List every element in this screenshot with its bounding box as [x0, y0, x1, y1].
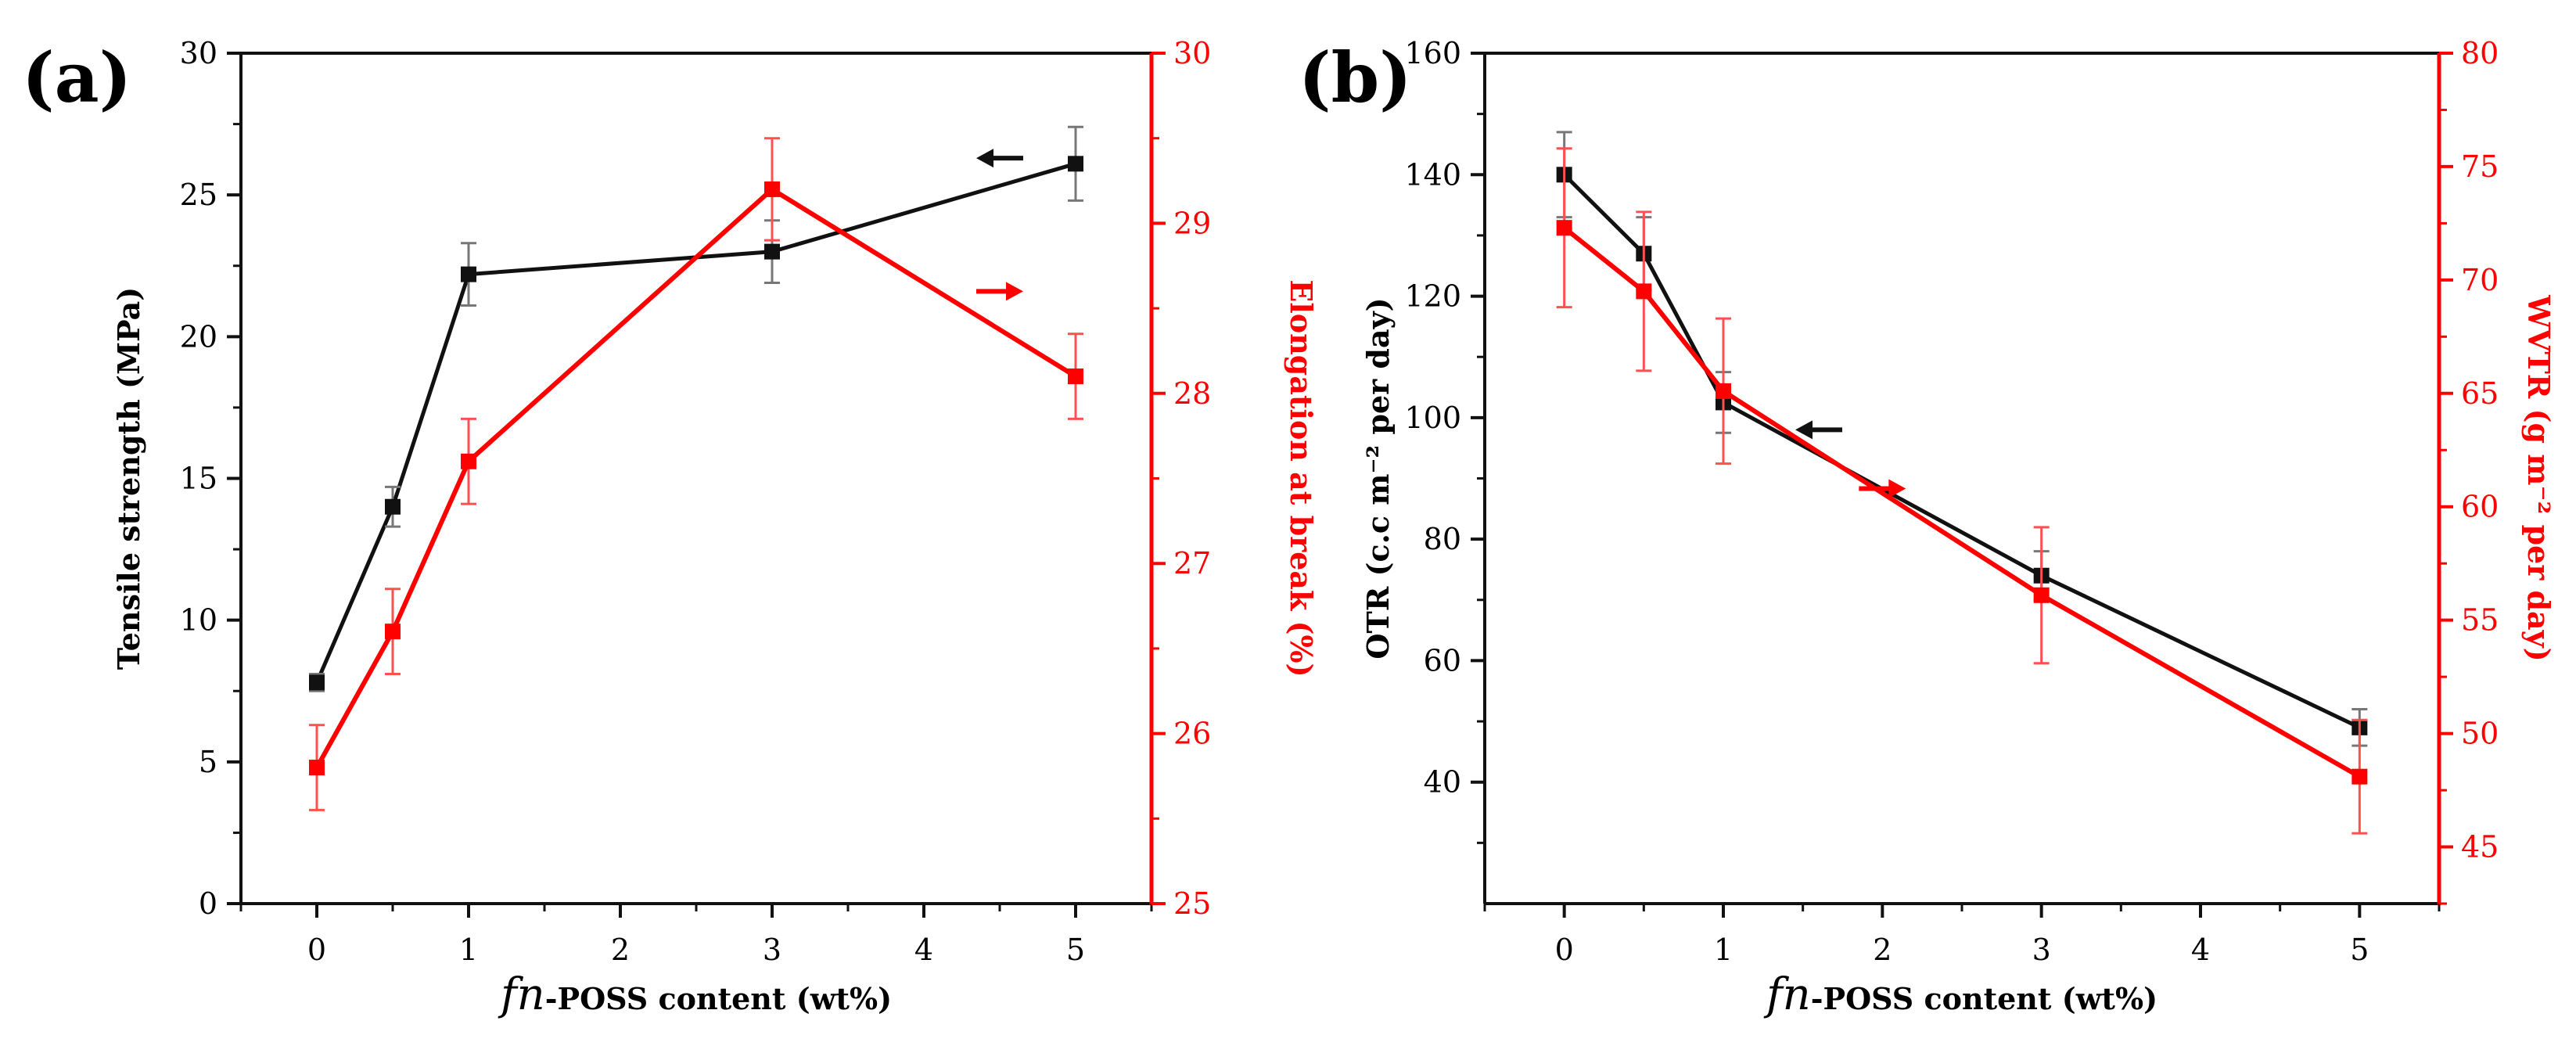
panel-b-y-left-title: OTR (c.c m⁻² per day) — [1360, 297, 1396, 659]
panel-b-yr-tick-label: 70 — [2461, 263, 2499, 297]
panel-b-yl-tick-label: 160 — [1404, 36, 1461, 70]
panel-a-series-tensile-strength-line — [314, 161, 1076, 684]
panel-a-series-tensile-strength-point — [385, 498, 401, 515]
panel-b-arrow-head — [1888, 479, 1906, 498]
panel-a-yl-tick-label: 30 — [180, 36, 217, 70]
panel-b-x-tick-label: 0 — [1555, 933, 1574, 967]
panel-a-x-tick-label: 1 — [459, 933, 478, 967]
panel-a-series-elongation-at-break-point — [309, 760, 325, 776]
panel-a-yl-tick-label: 15 — [180, 462, 217, 496]
panel-b-series-wvtr-line — [1562, 225, 2361, 779]
panel-a-yl-tick-label: 0 — [199, 886, 217, 921]
panel-a-yr-tick-label: 30 — [1173, 36, 1211, 70]
panel-a-label: (a) — [22, 37, 131, 118]
panel-b-yr-tick-label: 50 — [2461, 717, 2499, 751]
panel-a-x-tick-label: 2 — [611, 933, 630, 967]
panel-b-yl-tick-label: 40 — [1424, 765, 1461, 800]
panel-b-yl-tick-label: 80 — [1424, 522, 1461, 556]
panel-a-yl-tick-label: 10 — [180, 603, 217, 638]
panel-b-x-title: fn-POSS content (wt%) — [1763, 969, 2157, 1020]
panel-b-x-title-rest: -POSS content (wt%) — [1811, 981, 2157, 1016]
panel-b-x-tick-label: 5 — [2350, 933, 2369, 967]
panel-b-label: (b) — [1299, 37, 1412, 118]
panel-b-series-wvtr-point — [1556, 220, 1572, 236]
panel-a-yr-tick-label: 25 — [1173, 886, 1211, 921]
panel-a-series-elongation-at-break-point — [461, 453, 476, 469]
panel-a-yr-tick-label: 27 — [1173, 546, 1211, 581]
panel-b-x-title-italic: fn — [1763, 969, 1811, 1020]
panel-b-series-otr-line — [1562, 173, 2361, 730]
panel-b-arrow-head — [1795, 420, 1813, 440]
panel-a-x-tick-label: 5 — [1066, 933, 1085, 967]
panel-a-series-elongation-at-break-point — [1068, 368, 1083, 385]
panel-a-yl-tick-label: 5 — [199, 745, 217, 779]
panel-a-arrow-right — [976, 282, 1023, 301]
panel-b-arrow-left — [1795, 420, 1842, 440]
panel-a-arrow-left — [976, 149, 1023, 168]
panel-b-yr-tick-label: 45 — [2461, 830, 2499, 864]
panel-a: 0 1 2 3 4 5 0 5 10 15 20 25 30 25 26 27 28 29 30 (a) Tensile… — [22, 36, 1319, 1020]
panel-b-yr-tick-label: 65 — [2461, 376, 2499, 411]
panel-a-series-elongation-at-break — [309, 137, 1083, 811]
panel-a-yl-tick-label: 20 — [180, 319, 217, 354]
panel-b-yl-tick-label: 120 — [1404, 279, 1461, 314]
panel-a-y-left-title: Tensile strength (MPa) — [111, 287, 146, 670]
panel-b-series-wvtr — [1556, 147, 2368, 835]
panel-b-yr-tick-label: 75 — [2461, 149, 2499, 184]
panel-a-series-elongation-at-break-line — [314, 186, 1077, 769]
panel-b-yl-tick-label: 100 — [1404, 401, 1461, 435]
panel-a-x-title: fn-POSS content (wt%) — [498, 969, 892, 1020]
panel-b-yr-tick-label: 55 — [2461, 603, 2499, 638]
panel-b-series-wvtr-point — [1716, 383, 1731, 399]
panel-a-series-tensile-strength — [309, 125, 1083, 692]
panel-a-x-tick-label: 4 — [914, 933, 933, 967]
panel-b-series-wvtr-point — [1636, 283, 1652, 300]
panel-a-x-title-italic: fn — [498, 969, 545, 1020]
panel-a-yl-tick-label: 25 — [180, 178, 217, 212]
panel-b-series-wvtr-point — [2351, 768, 2368, 785]
panel-a-series-tensile-strength-point — [1068, 156, 1083, 172]
panel-a-x-tick-label: 0 — [307, 933, 326, 967]
panel-b-yr-tick-label: 80 — [2461, 36, 2499, 70]
panel-b-y-right-title: WVTR (g m⁻² per day) — [2521, 294, 2556, 661]
panel-a-y-right-title: Elongation at break (%) — [1284, 279, 1319, 677]
panel-a-arrow-head — [1006, 282, 1023, 301]
panel-b-yl-tick-label: 140 — [1404, 157, 1461, 192]
panel-b-x-tick-label: 2 — [1873, 933, 1892, 967]
panel-a-series-tensile-strength-point — [461, 266, 476, 282]
panel-a-x-tick-label: 3 — [763, 933, 781, 967]
panel-b-arrow-right — [1859, 479, 1906, 498]
panel-a-series-tensile-strength-point — [309, 674, 325, 691]
panel-b: 0 1 2 3 4 54060801001201401604550556065707580… — [1299, 36, 2556, 1020]
panel-b-x-tick-label: 1 — [1714, 933, 1733, 967]
panel-b-x-tick-label: 3 — [2032, 933, 2051, 967]
panel-a-series-elongation-at-break-point — [764, 181, 780, 197]
panel-a-yr-tick-label: 29 — [1173, 206, 1211, 240]
panel-b-yl-tick-label: 60 — [1424, 643, 1461, 678]
panel-b-series-otr — [1556, 131, 2368, 747]
panel-b-x-tick-label: 4 — [2191, 933, 2210, 967]
panel-a-x-title-rest: -POSS content (wt%) — [545, 981, 892, 1016]
panel-a-yr-tick-label: 28 — [1173, 376, 1211, 411]
panel-a-arrow-head — [976, 149, 993, 168]
panel-b-series-wvtr-point — [2033, 587, 2050, 603]
panel-a-series-tensile-strength-point — [764, 243, 780, 260]
panel-a-yr-tick-label: 26 — [1173, 717, 1211, 751]
panel-b-yr-tick-label: 60 — [2461, 490, 2499, 524]
panel-a-series-elongation-at-break-point — [385, 624, 401, 640]
